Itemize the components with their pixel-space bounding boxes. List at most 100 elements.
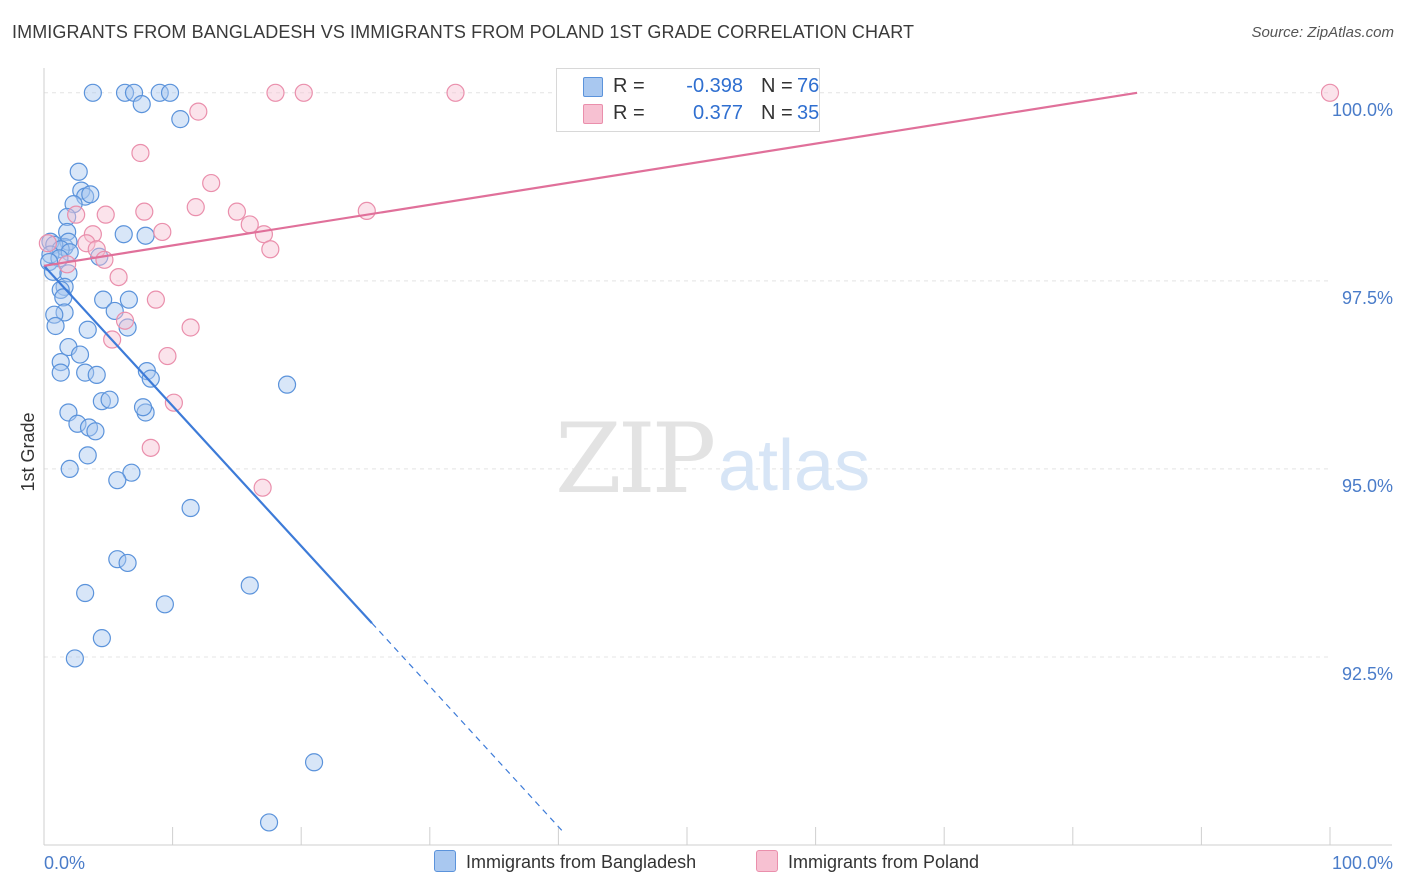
x-tick-labels: 0.0% 100.0%	[44, 853, 1393, 873]
axes	[43, 68, 1392, 846]
data-point-poland	[164, 393, 183, 412]
watermark-zip: ZIP	[555, 403, 714, 515]
data-point-bangladesh	[58, 222, 77, 242]
data-point-bangladesh	[100, 390, 119, 409]
data-point-poland	[146, 290, 165, 309]
y-tick-labels: 92.5% 95.0% 97.5% 100.0%	[1332, 100, 1393, 684]
r-label: R =	[613, 102, 645, 124]
data-point-bangladesh	[83, 83, 102, 102]
data-point-poland	[58, 255, 77, 274]
data-point-poland	[181, 318, 200, 337]
data-point-bangladesh	[118, 553, 137, 573]
data-point-poland	[446, 83, 465, 102]
y-tick-label: 95.0%	[1342, 476, 1393, 496]
data-point-poland	[357, 201, 376, 220]
pink-swatch-icon	[756, 850, 778, 873]
x-tick-label: 100.0%	[1332, 853, 1393, 873]
n-value: 76	[797, 75, 820, 97]
data-point-poland	[77, 234, 96, 253]
data-point-bangladesh	[46, 316, 65, 336]
stats-legend: R = -0.398 N = 76 R = 0.377 N = 35	[556, 68, 820, 132]
data-point-bangladesh	[76, 363, 95, 382]
data-point-poland	[115, 311, 135, 330]
data-point-bangladesh	[114, 225, 133, 244]
data-point-bangladesh	[171, 110, 190, 129]
data-point-bangladesh	[155, 595, 174, 614]
data-point-bangladesh	[59, 264, 78, 283]
data-point-bangladesh	[51, 352, 70, 372]
r-value: 0.377	[692, 102, 743, 124]
data-point-bangladesh	[240, 576, 259, 595]
data-point-poland	[254, 225, 274, 244]
data-point-bangladesh	[69, 162, 88, 181]
data-point-poland	[131, 143, 150, 163]
data-point-bangladesh	[76, 583, 95, 603]
data-point-poland	[1320, 83, 1340, 102]
legend-item-poland[interactable]: Immigrants from Poland	[756, 850, 980, 874]
data-point-bangladesh	[136, 226, 155, 245]
blue-swatch-icon	[583, 77, 603, 97]
data-point-bangladesh	[78, 320, 97, 339]
data-point-bangladesh	[122, 463, 141, 482]
pink-swatch-icon	[583, 104, 603, 124]
chart-title: IMMIGRANTS FROM BANGLADESH VS IMMIGRANTS…	[12, 22, 915, 42]
data-point-bangladesh	[94, 290, 113, 309]
trendline-bangladesh	[43, 265, 373, 624]
y-axis-title: 1st Grade	[18, 412, 38, 491]
data-point-poland	[141, 438, 160, 457]
n-label: N =	[761, 102, 793, 124]
data-point-bangladesh	[141, 369, 160, 388]
watermark: ZIP atlas	[555, 403, 870, 515]
legend-label-bangladesh: Immigrants from Bangladesh	[466, 852, 697, 872]
data-point-bangladesh	[70, 345, 90, 364]
trendline-bangladesh-extension	[371, 622, 566, 835]
data-point-bangladesh	[133, 398, 153, 417]
trend-lines	[43, 91, 1138, 835]
data-point-bangladesh	[51, 363, 70, 382]
data-point-poland	[109, 267, 128, 287]
data-point-bangladesh	[304, 753, 324, 772]
source-label: Source: ZipAtlas.com	[1251, 24, 1394, 41]
legend-item-bangladesh[interactable]: Immigrants from Bangladesh	[434, 850, 697, 874]
trendline-poland	[43, 91, 1138, 267]
data-point-poland	[96, 205, 115, 224]
data-point-bangladesh	[81, 185, 100, 204]
blue-swatch-icon	[434, 850, 456, 873]
data-point-poland	[83, 225, 102, 244]
series-legend: Immigrants from Bangladesh Immigrants fr…	[0, 850, 1406, 878]
data-point-poland	[186, 198, 205, 217]
data-point-bangladesh	[41, 245, 60, 264]
data-point-bangladesh	[108, 550, 127, 569]
data-point-bangladesh	[150, 83, 169, 102]
y-tick-label: 97.5%	[1342, 288, 1393, 308]
x-tick-label: 0.0%	[44, 853, 85, 873]
data-point-bangladesh	[108, 471, 127, 490]
data-point-bangladesh	[86, 422, 105, 441]
data-point-bangladesh	[54, 288, 73, 307]
data-point-bangladesh	[277, 375, 297, 394]
data-point-poland	[202, 173, 221, 193]
data-point-poland	[95, 250, 114, 269]
data-point-poland	[253, 478, 272, 497]
data-point-bangladesh	[78, 446, 97, 465]
data-point-poland	[261, 240, 280, 259]
series-bangladesh-points	[40, 83, 324, 832]
y-tick-label: 100.0%	[1332, 100, 1393, 120]
legend-label-poland: Immigrants from Poland	[788, 852, 980, 872]
r-value: -0.398	[686, 75, 743, 97]
n-label: N =	[761, 75, 793, 97]
data-point-poland	[67, 205, 86, 224]
data-point-bangladesh	[119, 290, 138, 309]
data-point-poland	[38, 234, 57, 253]
data-point-poland	[135, 202, 154, 221]
data-point-bangladesh	[132, 94, 151, 114]
data-point-poland	[158, 346, 177, 366]
y-tick-label: 92.5%	[1342, 664, 1393, 684]
data-point-bangladesh	[92, 392, 111, 411]
data-point-poland	[266, 83, 285, 102]
r-label: R =	[613, 75, 645, 97]
n-value: 35	[797, 102, 820, 124]
gridlines	[44, 92, 1330, 658]
data-point-poland	[227, 202, 246, 221]
